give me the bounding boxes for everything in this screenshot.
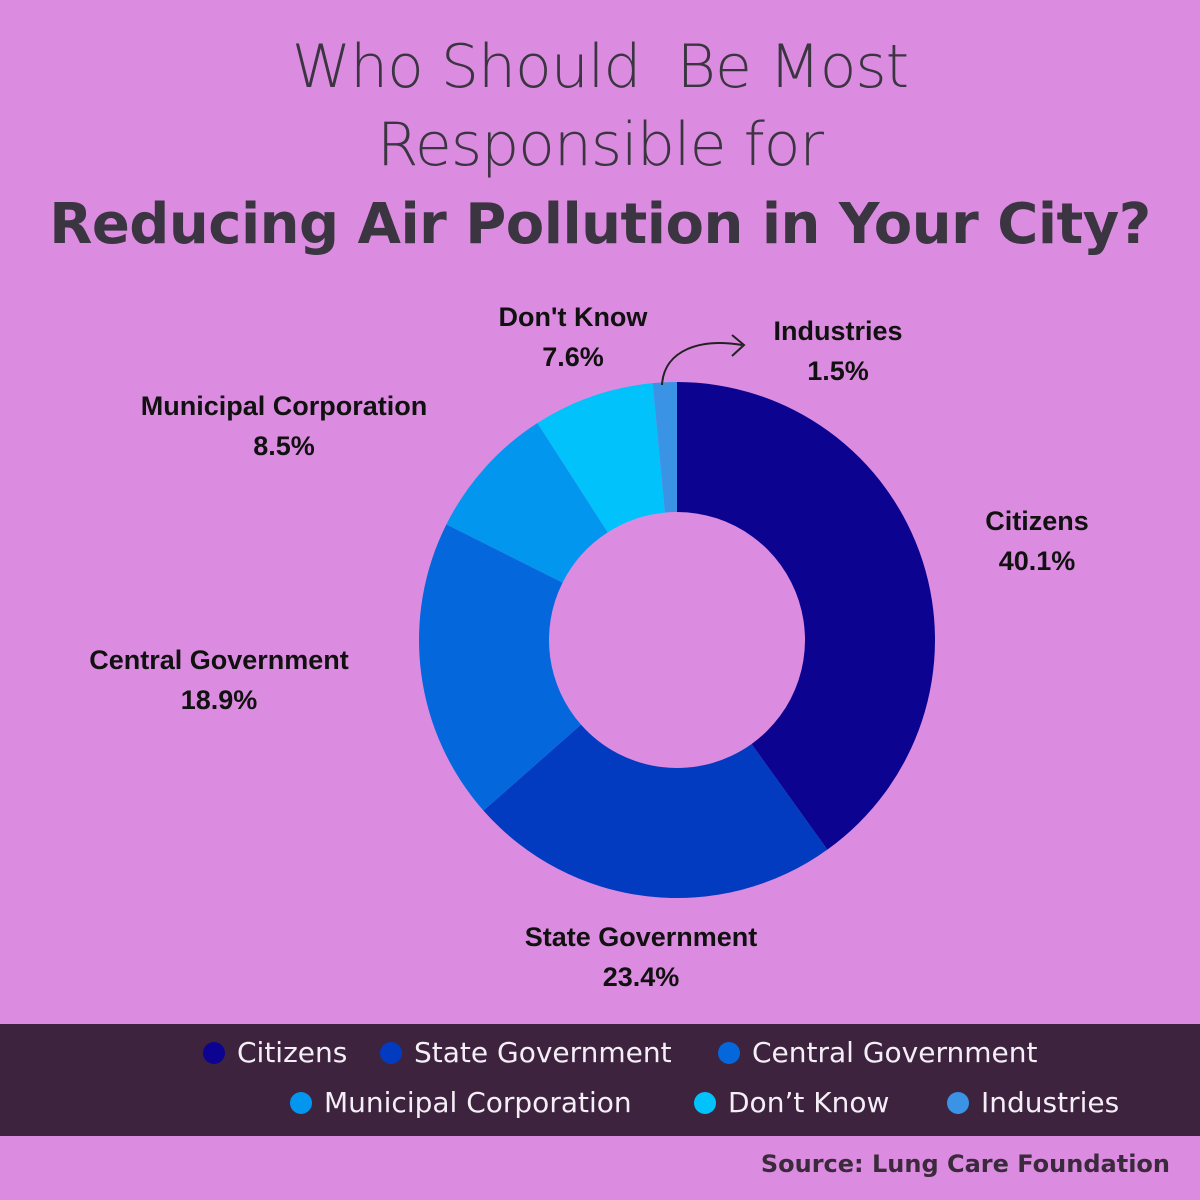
legend-item-central-government: Central Government — [718, 1036, 1037, 1069]
slice-label-industries: Industries — [773, 316, 902, 346]
slice-municipal-corporation — [446, 423, 608, 583]
slice-central-government — [419, 524, 581, 811]
legend-label-industries: Industries — [981, 1086, 1120, 1119]
slice-label-state-government: State Government — [525, 922, 758, 952]
slice-state-government — [483, 724, 828, 898]
donut-slices — [419, 382, 935, 898]
slice-value-don-t-know: 7.6% — [542, 342, 604, 372]
legend-item-industries: Industries — [947, 1086, 1119, 1119]
chart-title: Who Should Be Most Responsible for Reduc… — [0, 28, 1200, 262]
legend-swatch-central-government — [718, 1041, 740, 1064]
legend-swatch-citizens — [203, 1041, 225, 1064]
donut-chart: Citizens 40.1% State Government 23.4% Centra… — [89, 302, 1089, 992]
title-line-3: Reducing Air Pollution in Your City? — [49, 192, 1151, 257]
legend-label-municipal-corporation: Municipal Corporation — [324, 1086, 632, 1119]
source-note: Source: Lung Care Foundation — [760, 1150, 1170, 1178]
legend-label-state-government: State Government — [414, 1036, 672, 1069]
legend-item-dont-know: Don’t Know — [694, 1086, 889, 1119]
title-line-2: Responsible for — [376, 110, 824, 180]
slice-value-state-government: 23.4% — [603, 962, 680, 992]
legend: Citizens State Government Central Govern… — [0, 1024, 1200, 1136]
industries-callout-arrow — [661, 334, 746, 386]
legend-swatch-state-government — [380, 1041, 402, 1064]
slice-value-central-government: 18.9% — [181, 685, 258, 715]
title-line-1: Who Should Be Most — [291, 32, 909, 102]
slice-don-t-know — [537, 383, 665, 533]
slice-industries — [652, 382, 677, 513]
slice-label-municipal-corporation: Municipal Corporation — [141, 391, 428, 421]
legend-label-central-government: Central Government — [752, 1036, 1038, 1069]
legend-swatch-dont-know — [694, 1091, 716, 1114]
legend-item-state-government: State Government — [380, 1036, 672, 1069]
slice-citizens — [677, 382, 935, 850]
slice-label-citizens: Citizens — [985, 506, 1089, 536]
legend-swatch-municipal-corporation — [290, 1091, 312, 1114]
legend-label-dont-know: Don’t Know — [728, 1086, 890, 1119]
slice-value-industries: 1.5% — [807, 356, 869, 386]
slice-labels: Citizens 40.1% State Government 23.4% Centra… — [89, 302, 1089, 992]
slice-label-don-t-know: Don't Know — [499, 302, 649, 332]
slice-value-municipal-corporation: 8.5% — [253, 431, 315, 461]
legend-label-citizens: Citizens — [237, 1036, 348, 1069]
legend-item-citizens: Citizens — [203, 1036, 347, 1069]
legend-item-municipal-corporation: Municipal Corporation — [290, 1086, 632, 1119]
slice-label-central-government: Central Government — [89, 645, 349, 675]
slice-value-citizens: 40.1% — [999, 546, 1076, 576]
legend-swatch-industries — [947, 1091, 969, 1114]
